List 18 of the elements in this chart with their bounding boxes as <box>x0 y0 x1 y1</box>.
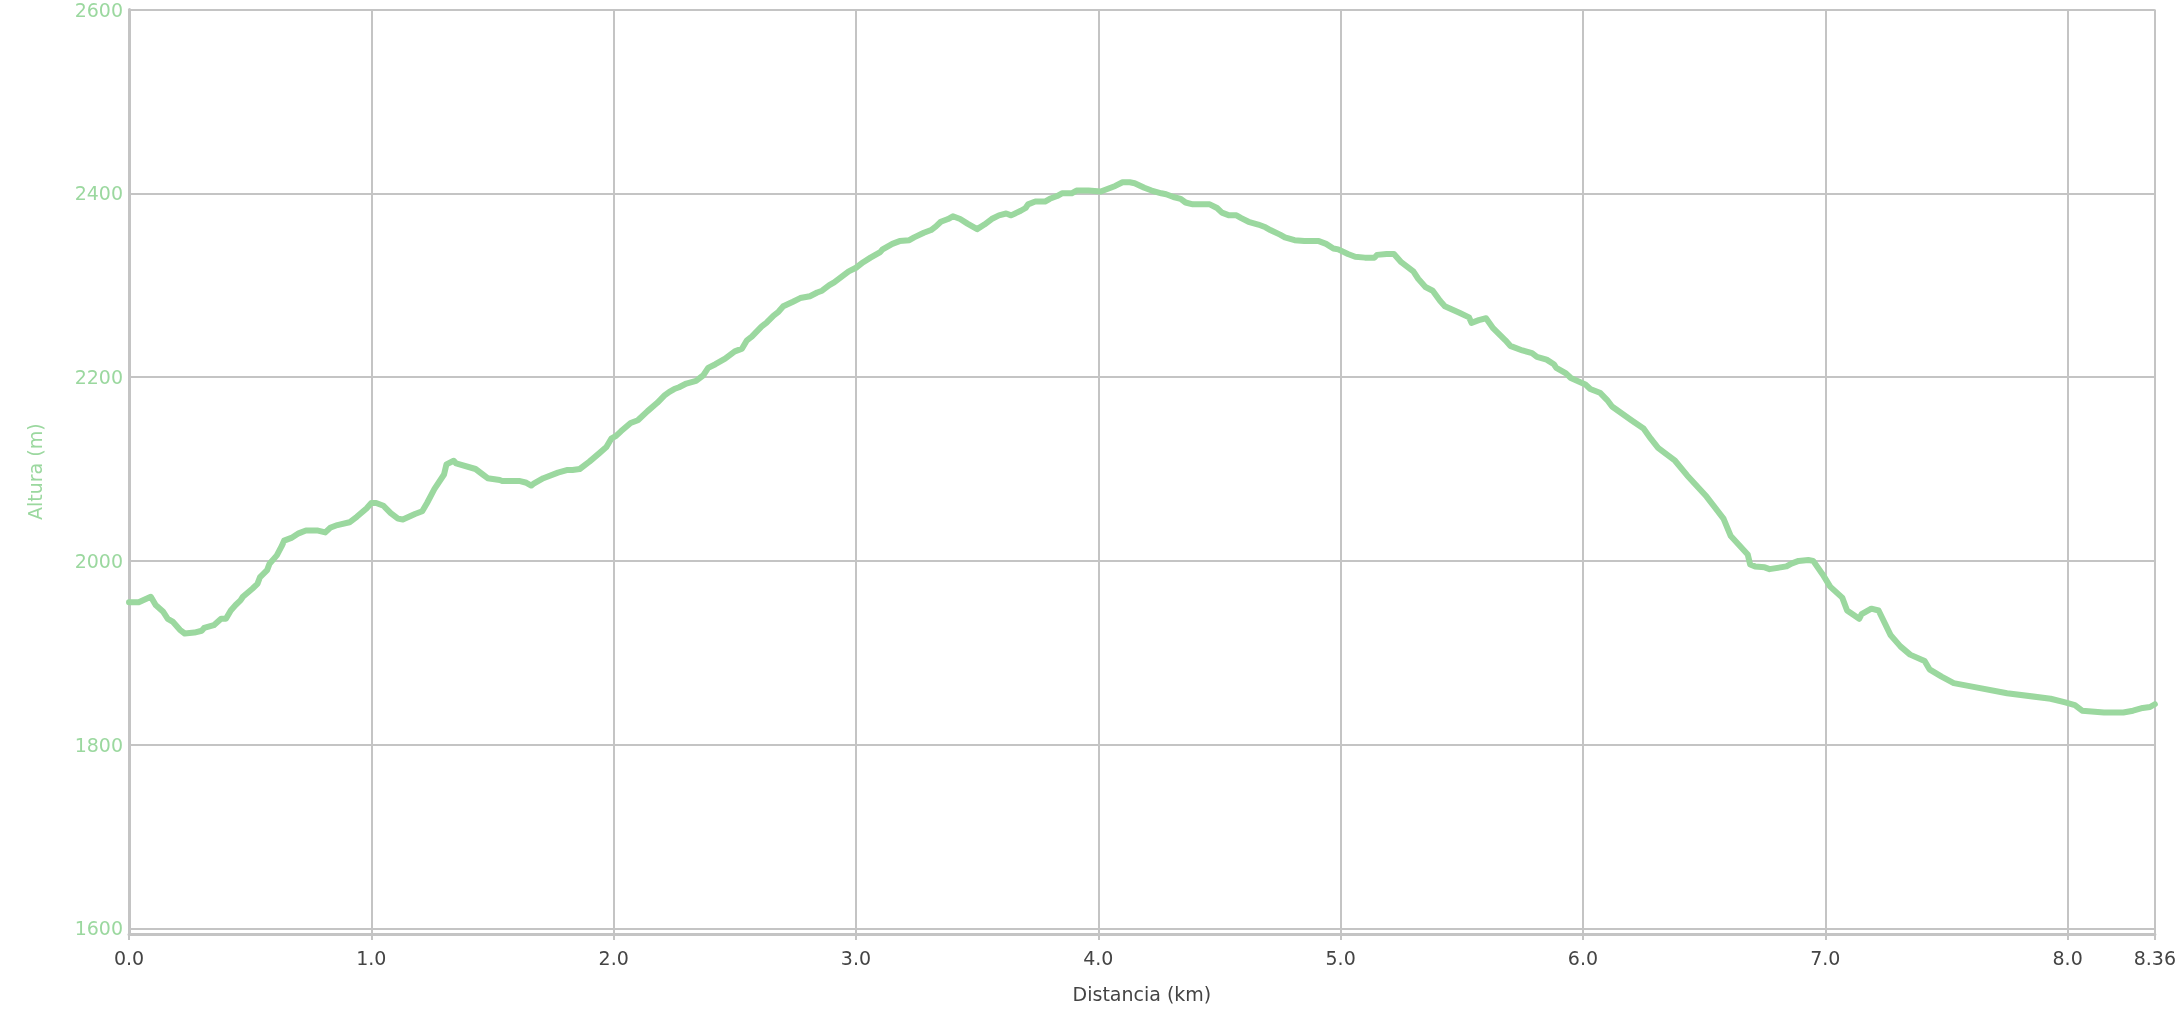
y-tick-label: 1800 <box>74 733 123 756</box>
x-axis-title: Distancia (km) <box>1072 982 1212 1005</box>
x-tick-label: 2.0 <box>598 946 629 969</box>
x-tick-label: 8.36 <box>2133 946 2176 969</box>
y-tick-label: 2600 <box>74 0 123 21</box>
x-tick-label: 4.0 <box>1083 946 1114 969</box>
x-tick-label: 5.0 <box>1325 946 1356 969</box>
x-tick-label: 3.0 <box>840 946 872 969</box>
x-tick-label: 8.0 <box>2052 946 2083 969</box>
x-tick-label: 0.0 <box>113 946 145 969</box>
x-tick-label: 7.0 <box>1810 946 1841 969</box>
x-tick-label: 1.0 <box>356 946 387 969</box>
y-axis-title: Altura (m) <box>23 423 46 521</box>
x-tick-label: 6.0 <box>1567 946 1599 969</box>
y-tick-label: 2400 <box>74 182 123 205</box>
y-tick-label: 2200 <box>74 366 123 389</box>
y-tick-label: 1600 <box>74 917 123 940</box>
y-tick-label: 2000 <box>74 549 123 572</box>
